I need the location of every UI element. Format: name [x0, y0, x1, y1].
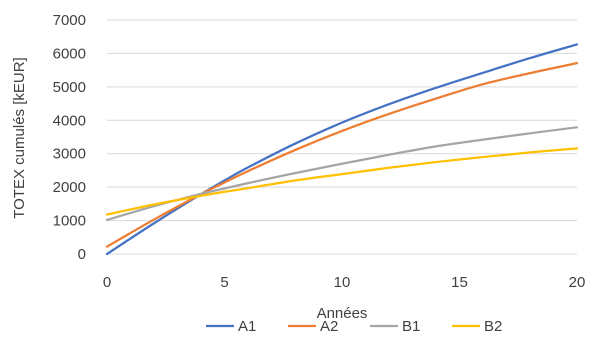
y-axis-title: TOTEX cumulés [kEUR]: [11, 57, 28, 218]
y-tick-label: 1000: [53, 213, 86, 230]
y-tick-label: 6000: [53, 45, 86, 62]
legend-label-b2: B2: [484, 318, 502, 335]
x-tick-label: 10: [334, 274, 351, 291]
gridlines: [107, 19, 577, 255]
x-tick-label: 0: [103, 274, 111, 291]
legend-label-a1: A1: [238, 318, 256, 335]
legend-label-a2: A2: [320, 318, 338, 335]
y-tick-label: 0: [78, 246, 86, 263]
x-axis-title: Années: [317, 305, 368, 322]
y-tick-label: 4000: [53, 112, 86, 129]
y-tick-label: 3000: [53, 146, 86, 163]
legend-label-b1: B1: [402, 318, 420, 335]
y-axis-ticks: 0 1000 2000 3000 4000 5000 6000 7000: [53, 12, 86, 263]
x-tick-label: 20: [569, 274, 586, 291]
legend: A1 A2 B1 B2: [206, 318, 502, 335]
series-line-b1: [105, 126, 579, 222]
y-tick-label: 7000: [53, 12, 86, 29]
x-tick-label: 5: [220, 274, 228, 291]
series-line-b2: [105, 147, 579, 216]
x-axis-ticks: 0 5 10 15 20: [103, 274, 586, 291]
series-line-a1: [105, 43, 579, 256]
x-tick-label: 15: [451, 274, 468, 291]
series-lines: [105, 43, 579, 256]
y-tick-label: 5000: [53, 79, 86, 96]
y-tick-label: 2000: [53, 179, 86, 196]
